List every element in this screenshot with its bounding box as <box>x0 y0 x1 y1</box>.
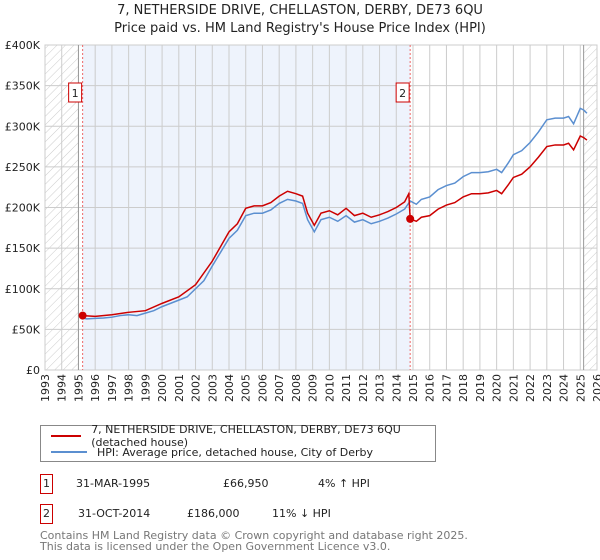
y-tick-label: £50K <box>12 323 41 336</box>
x-tick-label: 1994 <box>56 374 69 402</box>
x-tick-label: 2001 <box>173 374 186 402</box>
footer-line: Contains HM Land Registry data © Crown c… <box>40 529 468 542</box>
legend-swatch-red <box>51 435 82 437</box>
annotation-label: 1 <box>72 87 79 100</box>
x-tick-label: 2017 <box>440 374 453 402</box>
x-tick-label: 2011 <box>340 374 353 402</box>
annotation-label: 2 <box>399 87 406 100</box>
footer: Contains HM Land Registry data © Crown c… <box>40 530 468 552</box>
x-tick-label: 1995 <box>72 374 85 402</box>
sale-price: £186,000 <box>187 507 240 520</box>
legend-label: 7, NETHERSIDE DRIVE, CHELLASTON, DERBY, … <box>91 423 401 449</box>
sale-price: £66,950 <box>223 477 269 490</box>
x-tick-label: 2010 <box>323 374 336 402</box>
x-tick-label: 2003 <box>206 374 219 402</box>
x-tick-label: 2002 <box>190 374 203 402</box>
x-tick-label: 2016 <box>424 374 437 402</box>
sale-point <box>78 311 87 320</box>
plot-frame <box>44 44 598 371</box>
x-tick-label: 2014 <box>390 374 403 402</box>
title-line-2: Price paid vs. HM Land Registry's House … <box>114 21 486 36</box>
hpi-line <box>82 107 588 320</box>
y-tick-label: £300K <box>5 120 41 133</box>
legend: 7, NETHERSIDE DRIVE, CHELLASTON, DERBY, … <box>40 423 436 462</box>
x-tick-label: 2013 <box>374 374 387 402</box>
property-line <box>82 134 588 318</box>
legend-swatch-blue <box>51 451 87 453</box>
sale-number: 2 <box>40 504 53 524</box>
y-tick-label: £150K <box>5 242 41 255</box>
x-tick-label: 2024 <box>558 374 571 402</box>
x-tick-label: 1999 <box>139 374 152 402</box>
x-tick-label: 2008 <box>290 374 303 402</box>
annotation-box <box>395 82 410 103</box>
x-tick-label: 2020 <box>491 374 504 402</box>
x-tick-label: 2025 <box>574 374 587 402</box>
sale-hpi-diff: 4% ↑ HPI <box>318 477 370 490</box>
legend-item-property: 7, NETHERSIDE DRIVE, CHELLASTON, DERBY, … <box>51 423 435 449</box>
footer-line: This data is licensed under the Open Gov… <box>40 540 391 553</box>
x-tick-label: 2022 <box>524 374 537 402</box>
x-tick-label: 1997 <box>106 374 119 402</box>
chart-title: 7, NETHERSIDE DRIVE, CHELLASTON, DERBY, … <box>0 2 600 38</box>
legend-item-hpi: HPI: Average price, detached house, City… <box>51 444 373 460</box>
title-line-1: 7, NETHERSIDE DRIVE, CHELLASTON, DERBY, … <box>117 3 483 18</box>
x-tick-label: 2009 <box>307 374 320 402</box>
annotation-box <box>68 82 83 103</box>
y-tick-label: £400K <box>5 39 41 52</box>
x-tick-label: 2005 <box>240 374 253 402</box>
x-tick-label: 2023 <box>541 374 554 402</box>
sale-date: 31-MAR-1995 <box>76 477 151 490</box>
sale-hpi-diff: 11% ↓ HPI <box>272 507 331 520</box>
x-tick-label: 2019 <box>474 374 487 402</box>
x-tick-label: 1998 <box>123 374 136 402</box>
x-tick-label: 2006 <box>256 374 269 402</box>
sale-date: 31-OCT-2014 <box>78 507 151 520</box>
x-tick-label: 1996 <box>89 374 102 402</box>
y-tick-label: £350K <box>5 80 41 93</box>
x-tick-label: 2026 <box>591 374 600 402</box>
sale-number: 1 <box>40 474 53 494</box>
sale-row: 1 31-MAR-1995 £66,950 4% ↑ HPI <box>40 474 440 494</box>
y-tick-label: £0 <box>26 364 40 377</box>
x-tick-label: 2015 <box>407 374 420 402</box>
x-tick-label: 1993 <box>39 374 52 402</box>
x-tick-label: 2012 <box>357 374 370 402</box>
y-tick-label: £250K <box>5 161 41 174</box>
sale-row: 2 31-OCT-2014 £186,000 11% ↓ HPI <box>40 504 440 524</box>
legend-label: HPI: Average price, detached house, City… <box>97 445 374 459</box>
y-tick-label: £100K <box>5 283 41 296</box>
sale-point <box>406 214 415 223</box>
x-tick-label: 2021 <box>507 374 520 402</box>
y-tick-label: £200K <box>5 202 41 215</box>
x-tick-label: 2007 <box>273 374 286 402</box>
x-tick-label: 2018 <box>457 374 470 402</box>
x-tick-label: 2000 <box>156 374 169 402</box>
x-tick-label: 2004 <box>223 374 236 402</box>
